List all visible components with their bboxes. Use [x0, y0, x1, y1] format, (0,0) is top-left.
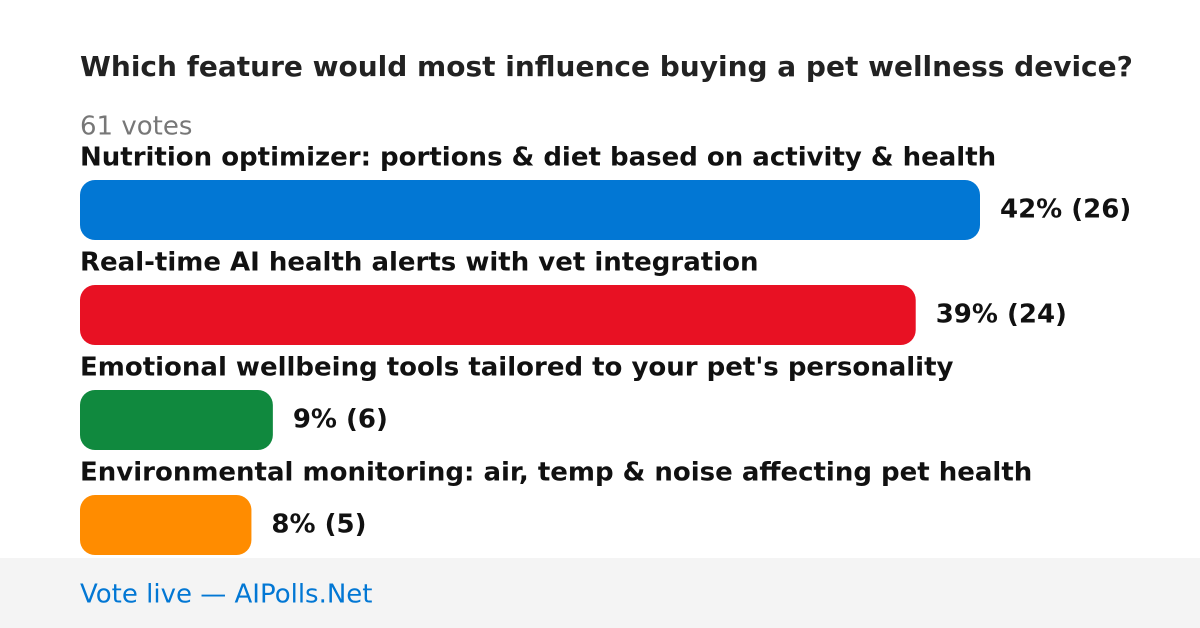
value-label: 39% (24) — [936, 300, 1067, 330]
footer-band — [0, 558, 1200, 628]
option-label: Real-time AI health alerts with vet inte… — [80, 248, 759, 278]
poll-title: Which feature would most influence buyin… — [80, 50, 1133, 83]
value-label: 42% (26) — [1000, 195, 1131, 225]
value-label: 9% (6) — [293, 405, 388, 435]
option-label: Nutrition optimizer: portions & diet bas… — [80, 143, 996, 173]
footer-link[interactable]: Vote live — AIPolls.Net — [80, 580, 373, 610]
option-label: Emotional wellbeing tools tailored to yo… — [80, 353, 954, 383]
value-label: 8% (5) — [271, 510, 366, 540]
vote-count: 61 votes — [80, 112, 192, 142]
bar — [80, 390, 273, 450]
bar — [80, 285, 916, 345]
bar — [80, 180, 980, 240]
option-label: Environmental monitoring: air, temp & no… — [80, 458, 1032, 488]
bar — [80, 495, 252, 555]
